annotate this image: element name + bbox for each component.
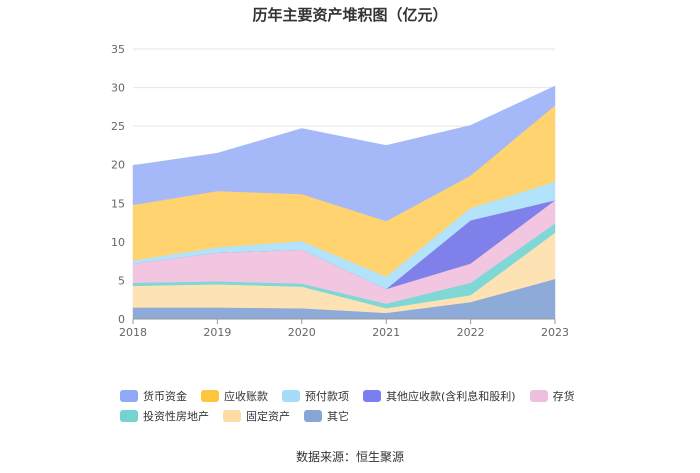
legend-label: 其它 bbox=[327, 410, 349, 423]
legend-swatch bbox=[363, 390, 381, 402]
stacked-area-chart: 0 5 10 15 20 25 30 35 2018 2019 2020 2021 2022 2023 bbox=[111, 43, 569, 339]
legend-label: 货币资金 bbox=[143, 390, 187, 403]
legend-item[interactable]: 其它 bbox=[304, 408, 349, 424]
legend-item[interactable]: 存货 bbox=[529, 388, 575, 404]
legend-label: 应收账款 bbox=[224, 390, 268, 403]
y-tick-label: 25 bbox=[111, 120, 125, 133]
x-tick-label: 2023 bbox=[541, 326, 569, 339]
legend-item[interactable]: 预付款项 bbox=[282, 388, 349, 404]
legend-label: 存货 bbox=[552, 390, 575, 403]
y-tick-label: 15 bbox=[111, 197, 125, 210]
legend-item[interactable]: 其他应收款(含利息和股利) bbox=[363, 388, 516, 404]
legend-item[interactable]: 投资性房地产 bbox=[120, 408, 209, 424]
legend-swatch bbox=[282, 390, 300, 402]
legend-swatch bbox=[529, 390, 548, 402]
legend-row-1: 货币资金 应收账款 预付款项 其他应收款(含利息和股利) 存货 bbox=[120, 386, 590, 406]
legend-row-2: 投资性房地产 固定资产 其它 bbox=[120, 406, 590, 426]
x-tick-label: 2022 bbox=[457, 326, 485, 339]
legend-swatch bbox=[201, 390, 219, 402]
legend-label: 其他应收款(含利息和股利) bbox=[386, 390, 516, 403]
area-series bbox=[132, 85, 556, 320]
y-tick-label: 20 bbox=[111, 159, 125, 172]
y-tick-label: 35 bbox=[111, 43, 125, 56]
legend-label: 固定资产 bbox=[246, 410, 290, 423]
legend-item[interactable]: 应收账款 bbox=[201, 388, 268, 404]
legend-label: 预付款项 bbox=[305, 390, 349, 403]
legend-label: 投资性房地产 bbox=[143, 410, 209, 423]
x-tick-label: 2020 bbox=[288, 326, 316, 339]
x-tick-label: 2019 bbox=[203, 326, 231, 339]
legend-item[interactable]: 固定资产 bbox=[223, 408, 290, 424]
x-tick-label: 2018 bbox=[119, 326, 147, 339]
legend-swatch bbox=[304, 410, 322, 422]
legend-swatch bbox=[223, 410, 241, 422]
legend: 货币资金 应收账款 预付款项 其他应收款(含利息和股利) 存货 投资性房地产 固定资产 其它 bbox=[120, 386, 590, 426]
legend-item[interactable]: 货币资金 bbox=[120, 388, 187, 404]
y-tick-label: 10 bbox=[111, 236, 125, 249]
x-tick-label: 2021 bbox=[372, 326, 400, 339]
chart-title: 历年主要资产堆积图（亿元） bbox=[252, 6, 448, 24]
legend-swatch bbox=[120, 390, 138, 402]
y-tick-label: 5 bbox=[118, 274, 125, 287]
y-tick-label: 30 bbox=[111, 82, 125, 95]
data-source-note: 数据来源：恒生聚源 bbox=[295, 450, 404, 464]
axes: 0 5 10 15 20 25 30 35 2018 2019 2020 2021 2022 2023 bbox=[111, 43, 569, 339]
y-tick-label: 0 bbox=[118, 313, 125, 326]
legend-swatch bbox=[120, 410, 138, 422]
area-series-7 bbox=[132, 85, 556, 222]
